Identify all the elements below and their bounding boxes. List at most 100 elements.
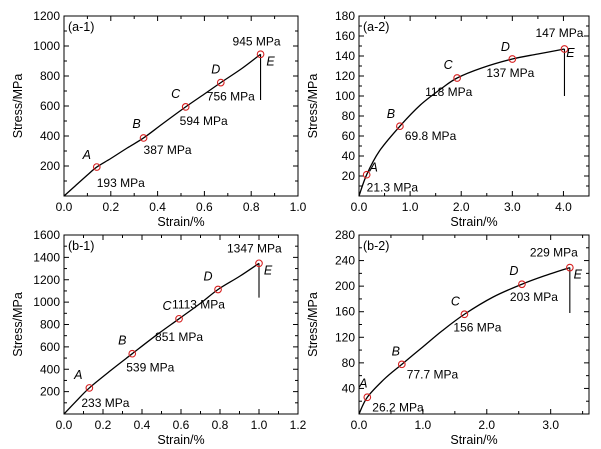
point-letter-c: C — [451, 294, 461, 308]
x-tick-label: 2.0 — [453, 200, 470, 214]
y-tick-label: 280 — [335, 228, 355, 242]
point-value-a: 233 MPa — [81, 396, 129, 410]
x-tick-label: 0.0 — [351, 200, 368, 214]
x-tick-label: 0.4 — [134, 418, 151, 432]
x-tick-label: 0.0 — [351, 418, 368, 432]
x-tick-label: 1.0 — [251, 418, 268, 432]
point-letter-d: D — [204, 269, 213, 283]
y-tick-label: 200 — [40, 159, 60, 173]
y-axis-title: Stress/MPa — [306, 74, 320, 139]
point-marker-a — [363, 393, 372, 402]
chart-panel-a-1: 0.0 0.2 0.4 0.6 0.8 1.0 200 400 600 800 1000 1200 St… — [11, 9, 307, 229]
point-letter-d: D — [211, 63, 220, 77]
point-letter-a: A — [82, 148, 91, 162]
point-marker-d — [508, 55, 517, 63]
point-marker-d — [518, 280, 526, 289]
y-tick-label: 1000 — [33, 39, 60, 53]
panel-label: (b-1) — [68, 239, 94, 253]
point-value-d: 203 MPa — [510, 290, 558, 304]
x-tick-label: 1.0 — [290, 200, 307, 214]
point-value-c: 156 MPa — [453, 320, 501, 334]
point-letter-c: C — [171, 87, 181, 101]
y-tick-label: 80 — [342, 356, 356, 370]
point-marker-a — [92, 163, 101, 171]
point-marker-e — [565, 263, 574, 272]
point-marker-d — [214, 285, 222, 294]
point-value-b: 77.7 MPa — [407, 367, 459, 381]
y-tick-label: 1600 — [33, 228, 60, 242]
point-value-e: 229 MPa — [530, 246, 578, 260]
x-tick-label: 1.0 — [415, 418, 432, 432]
plot-frame — [358, 15, 590, 197]
y-tick-label: 160 — [335, 29, 355, 43]
point-marker-e — [256, 50, 265, 59]
y-tick-label: 60 — [342, 129, 356, 143]
point-value-b: 69.8 MPa — [405, 129, 457, 143]
y-axis-title: Stress/MPa — [306, 292, 320, 357]
point-value-e: 945 MPa — [233, 34, 281, 48]
y-tick-label: 180 — [335, 9, 355, 23]
point-value-d: 1113 MPa — [172, 297, 225, 311]
stress-strain-curve — [358, 48, 565, 197]
panel-label: (a-2) — [363, 20, 389, 34]
x-axis-title: Strain/% — [450, 433, 497, 447]
y-tick-label: 20 — [342, 169, 356, 183]
point-value-e: 147 MPa — [535, 26, 583, 40]
y-tick-label: 140 — [335, 49, 355, 63]
point-value-b: 387 MPa — [144, 143, 192, 157]
point-letter-e: E — [574, 268, 583, 282]
point-marker-c — [181, 103, 190, 111]
x-tick-label: 0.8 — [243, 200, 260, 214]
y-tick-label: 1400 — [33, 250, 60, 264]
point-value-e: 1347 MPa — [227, 241, 282, 255]
y-tick-label: 200 — [40, 385, 60, 399]
x-tick-label: 0.0 — [56, 200, 73, 214]
point-value-c: 118 MPa — [425, 85, 472, 99]
point-letter-b: B — [387, 107, 395, 121]
y-axis-title: Stress/MPa — [11, 74, 25, 139]
x-tick-label: 0.2 — [102, 200, 119, 214]
point-letter-a: A — [358, 376, 367, 390]
y-tick-label: 120 — [335, 69, 355, 83]
point-letter-d: D — [501, 40, 510, 54]
point-letter-a: A — [368, 161, 377, 175]
y-tick-label: 120 — [335, 330, 355, 344]
x-tick-label: 1.0 — [402, 200, 419, 214]
x-tick-label: 3.0 — [542, 418, 559, 432]
chart-panel-a-2: 0.0 1.0 2.0 3.0 4.0 20 40 60 80 100 120 140 160 180 St… — [306, 9, 590, 229]
point-value-d: 137 MPa — [486, 66, 534, 80]
point-letter-b: B — [392, 344, 400, 358]
y-tick-label: 40 — [342, 381, 356, 395]
x-tick-label: 0.2 — [95, 418, 112, 432]
y-tick-label: 1000 — [33, 295, 60, 309]
x-tick-label: 4.0 — [555, 200, 572, 214]
x-tick-label: 0.6 — [173, 418, 190, 432]
point-marker-c — [453, 74, 461, 82]
point-value-c: 594 MPa — [180, 114, 228, 128]
point-letter-c: C — [163, 299, 173, 313]
point-marker-a — [85, 384, 94, 392]
chart-panel-b-2: 0.0 1.0 2.0 3.0 40 80 120 160 200 240 280 Strain/% S… — [306, 228, 590, 447]
point-marker-b — [128, 349, 137, 358]
point-value-c: 851 MPa — [155, 330, 203, 344]
point-marker-c — [460, 310, 469, 319]
stress-strain-curve — [63, 262, 260, 415]
y-tick-label: 160 — [335, 305, 355, 319]
point-letter-b: B — [132, 117, 140, 131]
point-value-d: 756 MPa — [207, 90, 255, 104]
point-letter-e: E — [566, 46, 575, 60]
x-tick-label: 1.2 — [290, 418, 307, 432]
x-axis-title: Strain/% — [450, 215, 497, 229]
point-marker-d — [216, 78, 225, 87]
point-value-a: 26.2 MPa — [372, 400, 424, 414]
x-tick-label: 0.8 — [212, 418, 229, 432]
point-marker-b — [396, 122, 404, 131]
point-letter-a: A — [73, 368, 82, 382]
y-tick-label: 600 — [40, 99, 60, 113]
y-tick-label: 40 — [342, 149, 356, 163]
point-value-a: 193 MPa — [97, 176, 145, 190]
x-tick-label: 0.4 — [149, 200, 166, 214]
panel-label: (b-2) — [363, 239, 389, 253]
point-value-a: 21.3 MPa — [367, 181, 419, 195]
